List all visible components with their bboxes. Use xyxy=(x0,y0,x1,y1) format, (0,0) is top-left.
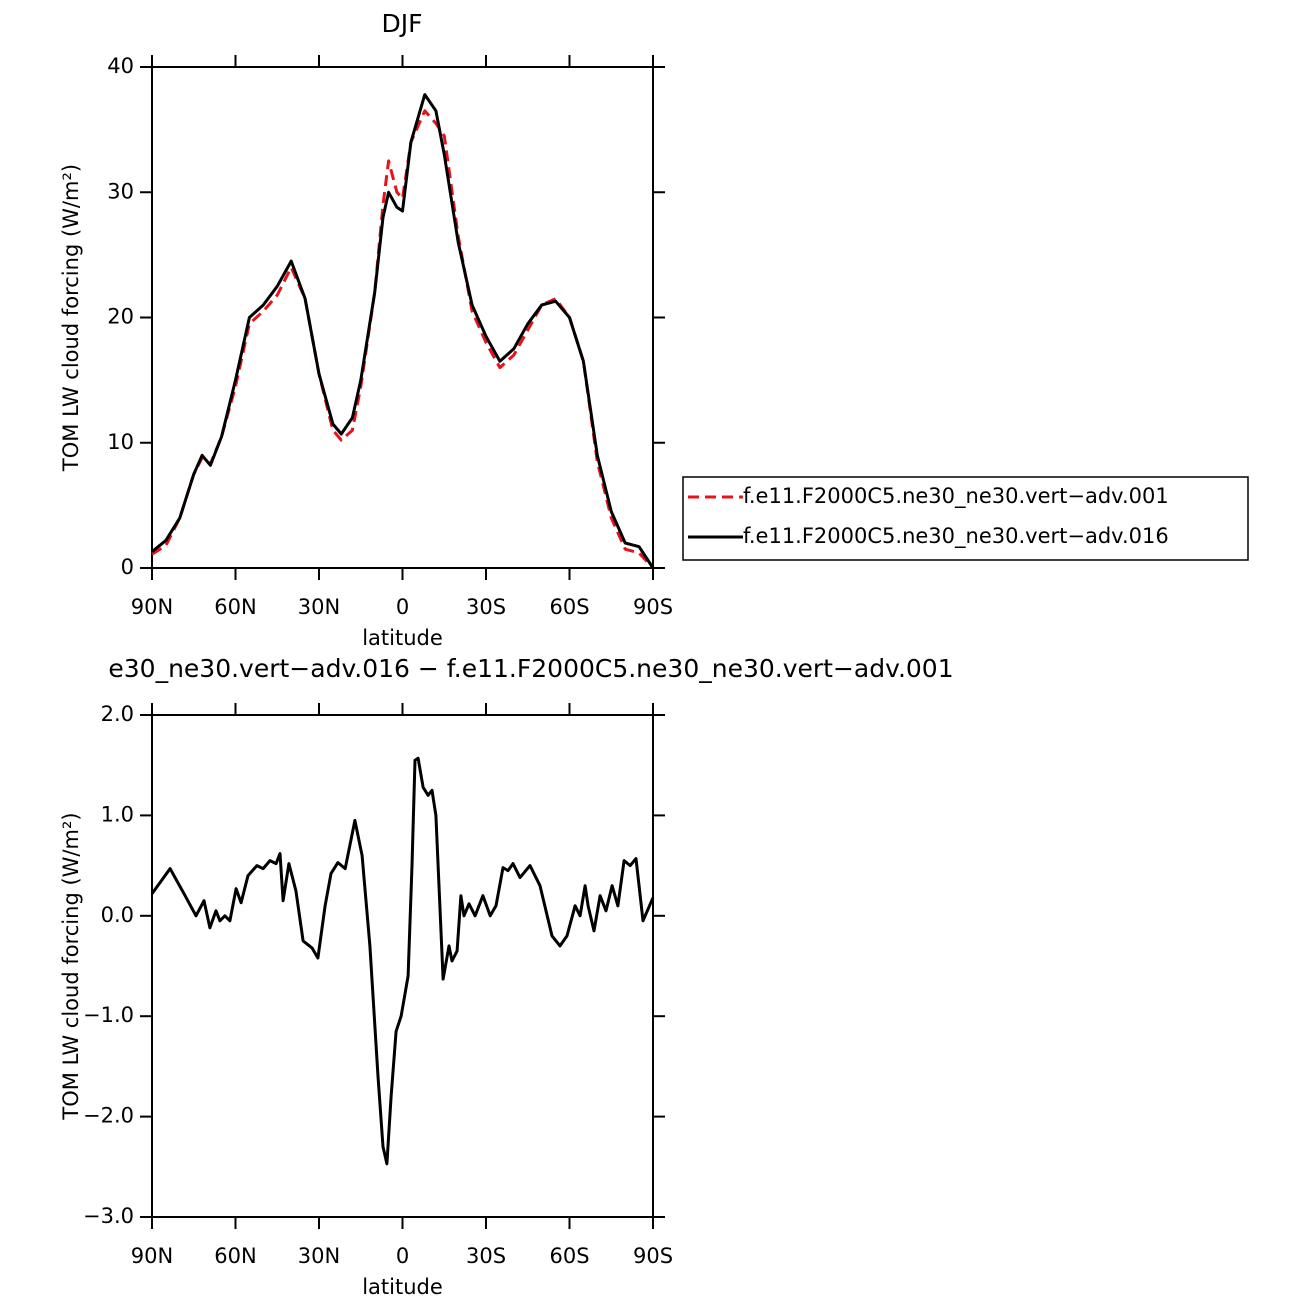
x-tick-label: 30S xyxy=(466,1244,506,1268)
y-tick-label: 10 xyxy=(107,430,134,454)
legend-box xyxy=(682,476,1249,561)
x-tick-label: 60N xyxy=(214,1244,256,1268)
y-tick-label: −3.0 xyxy=(83,1204,134,1228)
y-axis-label: TOM LW cloud forcing (W/m²) xyxy=(59,164,83,472)
x-tick-label: 30N xyxy=(298,1244,340,1268)
x-tick-label: 60S xyxy=(549,1244,589,1268)
y-tick-label: 30 xyxy=(107,179,134,203)
x-tick-label: 90S xyxy=(633,1244,673,1268)
x-tick-label: 0 xyxy=(396,595,409,619)
x-axis-label: latitude xyxy=(362,626,443,650)
x-tick-label: 30N xyxy=(298,595,340,619)
x-tick-label: 0 xyxy=(396,1244,409,1268)
data-line xyxy=(150,756,655,1166)
data-line xyxy=(151,93,655,569)
y-tick-label: 0 xyxy=(121,555,134,579)
y-tick-label: 40 xyxy=(107,54,134,78)
y-tick-label: −2.0 xyxy=(83,1104,134,1128)
chart-title: DJF xyxy=(381,9,422,38)
x-tick-label: 90S xyxy=(633,595,673,619)
x-tick-label: 90N xyxy=(131,1244,173,1268)
legend-label: f.e11.F2000C5.ne30_ne30.vert−adv.001 xyxy=(743,484,1169,509)
y-tick-label: 0.0 xyxy=(101,903,134,927)
y-axis-label: TOM LW cloud forcing (W/m²) xyxy=(59,812,83,1120)
x-tick-label: 60S xyxy=(549,595,589,619)
x-tick-label: 60N xyxy=(214,595,256,619)
x-axis-label: latitude xyxy=(362,1275,443,1299)
y-tick-label: 1.0 xyxy=(101,802,134,826)
chart-title: e30_ne30.vert−adv.016 − f.e11.F2000C5.ne… xyxy=(108,654,953,683)
y-tick-label: −1.0 xyxy=(83,1003,134,1027)
plot-frame xyxy=(151,714,654,1218)
plot-frame xyxy=(151,66,654,569)
legend-label: f.e11.F2000C5.ne30_ne30.vert−adv.016 xyxy=(743,524,1169,549)
x-tick-label: 90N xyxy=(131,595,173,619)
x-tick-label: 30S xyxy=(466,595,506,619)
y-tick-label: 2.0 xyxy=(101,702,134,726)
y-tick-label: 20 xyxy=(107,305,134,329)
